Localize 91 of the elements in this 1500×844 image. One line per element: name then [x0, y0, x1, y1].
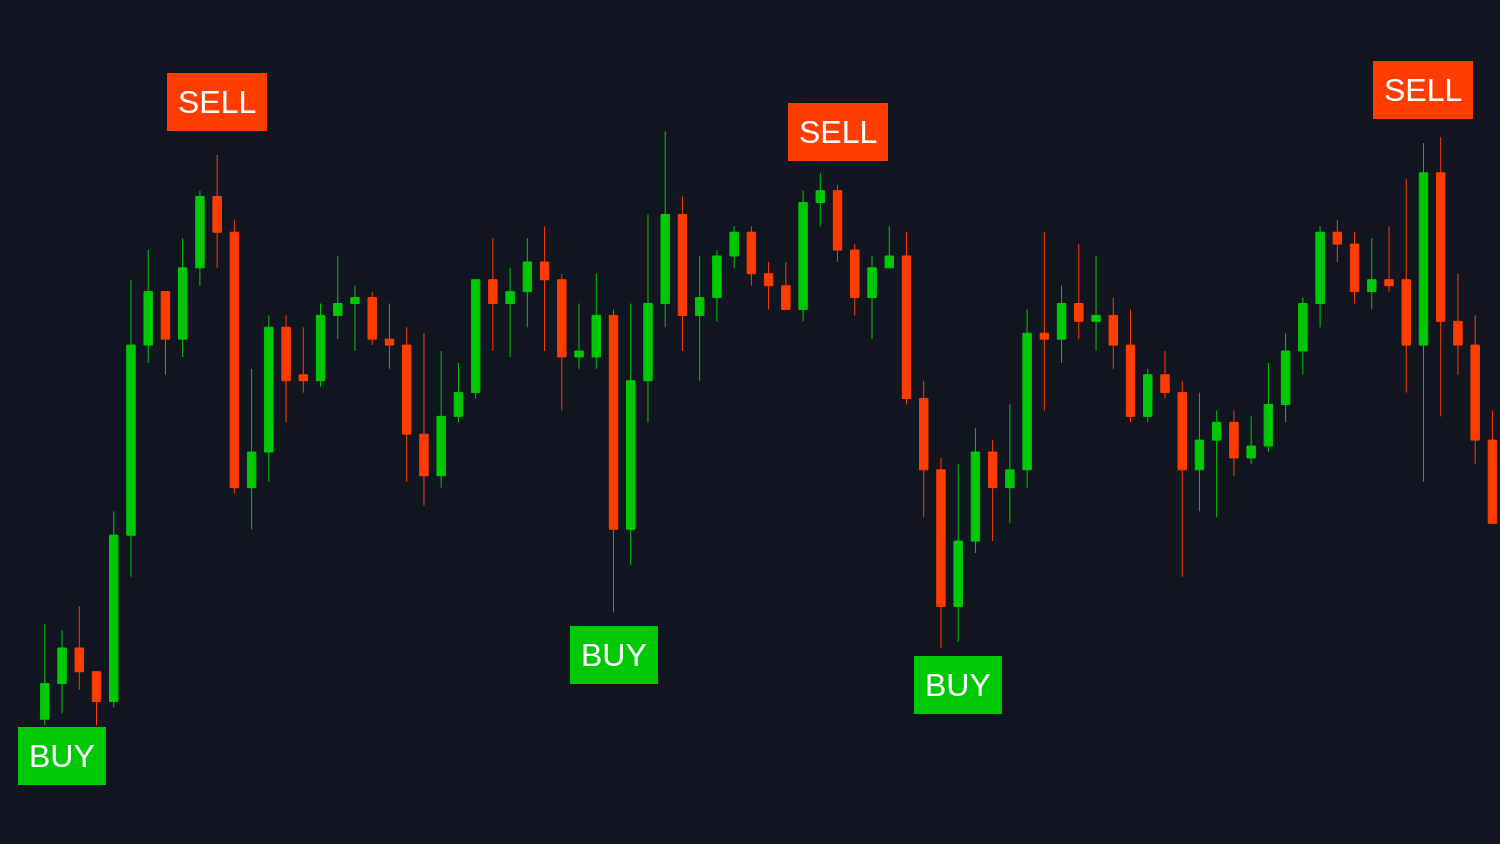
candlestick [453, 362, 464, 423]
candlestick [1056, 285, 1067, 364]
candlestick [1039, 231, 1050, 411]
candlestick [315, 303, 326, 388]
candlestick [884, 225, 894, 269]
candlestick [936, 457, 946, 649]
candlestick [505, 267, 515, 358]
annotation: SELL [799, 114, 878, 150]
candlestick [1332, 219, 1343, 263]
candlestick [987, 439, 998, 542]
candlestick [1229, 409, 1239, 477]
candlestick [712, 249, 722, 322]
candlestick [126, 279, 136, 578]
candlestick [781, 261, 791, 310]
candlestick [626, 303, 636, 566]
candlestick [1091, 255, 1101, 352]
candlestick [1470, 314, 1480, 465]
candlestick [608, 308, 619, 613]
candlestick [574, 303, 584, 370]
candlestick [401, 326, 412, 483]
candlestick [160, 291, 171, 376]
candlestick [384, 303, 395, 370]
candlestick [677, 196, 688, 352]
candlestick [1384, 225, 1394, 293]
candlestick [815, 172, 826, 227]
candlestick [1298, 297, 1308, 376]
candlestick [522, 237, 533, 328]
candlestick [660, 130, 670, 328]
candlestick [1367, 237, 1377, 310]
candlestick [367, 291, 377, 346]
candlestick [195, 190, 205, 287]
candlestick [57, 629, 67, 714]
candlestick [1177, 380, 1187, 578]
candlestick [746, 225, 757, 287]
candlestick [539, 225, 550, 352]
candlestick [74, 605, 84, 691]
candlestick [867, 255, 877, 340]
candlestick [470, 279, 481, 400]
candlestick [436, 350, 446, 489]
candlestick [1315, 225, 1325, 328]
candlestick [901, 231, 912, 405]
candlestick [1401, 178, 1411, 394]
candlestick [1246, 415, 1256, 465]
candlestick [143, 249, 153, 364]
annotation: BUY [581, 637, 647, 673]
candlestick [1418, 142, 1429, 483]
candlestick [1074, 243, 1084, 340]
candlestick [557, 273, 567, 411]
candlestick [1108, 297, 1118, 370]
candlestick [1487, 409, 1498, 524]
candlestick [1005, 403, 1015, 524]
candlestick [419, 332, 429, 506]
candlestick [694, 255, 705, 382]
annotation: SELL [178, 84, 257, 120]
candlestick [246, 368, 257, 530]
candlestick [832, 184, 843, 263]
annotation: SELL [1384, 72, 1463, 108]
candlestick [1349, 231, 1360, 305]
candlestick [40, 623, 50, 726]
candlestick [970, 427, 981, 554]
candlestick [918, 380, 929, 518]
candlestick [1435, 136, 1446, 417]
candlestick [1160, 350, 1170, 400]
candlestick [264, 314, 274, 483]
candlestick [591, 273, 601, 370]
annotation: BUY [925, 667, 991, 703]
candlestick [212, 154, 222, 269]
candlestick [177, 237, 188, 358]
candlestick [229, 219, 240, 495]
candlestick [91, 671, 102, 726]
candlestick [1263, 362, 1274, 453]
candlestick [333, 255, 343, 340]
annotation: BUY [29, 738, 95, 774]
candlestick [1280, 332, 1291, 423]
candlestick [1453, 273, 1463, 376]
candlestick [488, 237, 498, 352]
candlestick [1194, 392, 1205, 512]
candlestick [350, 285, 360, 352]
candlestick [1125, 308, 1136, 423]
candlestick [281, 314, 291, 423]
candlestick [763, 261, 774, 310]
candlestick [850, 243, 860, 316]
candlestick [729, 225, 739, 269]
candlestick [1211, 409, 1222, 518]
candlestick [798, 190, 808, 322]
candlestick [109, 510, 119, 708]
candlestick [643, 213, 653, 423]
candlestick [953, 463, 963, 643]
candlestick [298, 326, 309, 394]
candlestick [1143, 368, 1153, 423]
candlestick [1022, 308, 1032, 489]
